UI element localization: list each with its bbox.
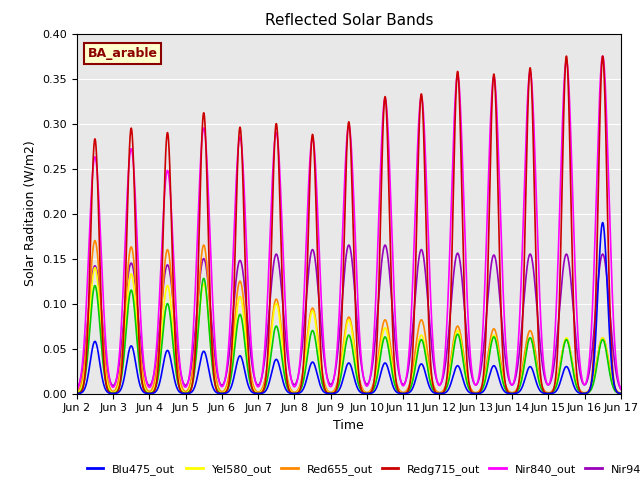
Yel580_out bbox=[276, 324, 284, 330]
Grn535_out bbox=[615, 390, 623, 396]
Grn535_out bbox=[184, 390, 191, 396]
Nir840_out bbox=[599, 53, 607, 59]
Redg715_out bbox=[615, 390, 623, 396]
Line: Nir840_out: Nir840_out bbox=[77, 56, 621, 390]
Nir945_out bbox=[381, 242, 389, 248]
Blu475_out bbox=[599, 220, 607, 226]
Grn535_out bbox=[424, 367, 431, 372]
Redg715_out bbox=[189, 376, 197, 382]
X-axis label: Time: Time bbox=[333, 419, 364, 432]
Nir840_out bbox=[501, 329, 509, 335]
Yel580_out bbox=[424, 362, 431, 368]
Red655_out bbox=[189, 362, 197, 368]
Line: Red655_out: Red655_out bbox=[77, 240, 621, 393]
Redg715_out bbox=[424, 290, 431, 296]
Red655_out bbox=[184, 387, 191, 393]
Blu475_out bbox=[617, 391, 625, 396]
Nir945_out bbox=[424, 299, 431, 304]
Legend: Blu475_out, Grn535_out, Yel580_out, Red655_out, Redg715_out, Nir840_out, Nir945_: Blu475_out, Grn535_out, Yel580_out, Red6… bbox=[83, 460, 640, 480]
Blu475_out bbox=[189, 387, 197, 393]
Grn535_out bbox=[73, 391, 81, 396]
Yel580_out bbox=[501, 384, 509, 390]
Blu475_out bbox=[276, 368, 284, 373]
Grn535_out bbox=[200, 276, 207, 281]
Blu475_out bbox=[501, 389, 509, 395]
Text: BA_arable: BA_arable bbox=[88, 47, 157, 60]
Y-axis label: Solar Raditaion (W/m2): Solar Raditaion (W/m2) bbox=[24, 141, 36, 287]
Yel580_out bbox=[73, 390, 81, 396]
Title: Reflected Solar Bands: Reflected Solar Bands bbox=[264, 13, 433, 28]
Red655_out bbox=[615, 390, 623, 396]
Line: Blu475_out: Blu475_out bbox=[77, 223, 621, 394]
Yel580_out bbox=[617, 391, 625, 396]
Redg715_out bbox=[617, 391, 625, 396]
Red655_out bbox=[91, 238, 99, 243]
Red655_out bbox=[617, 390, 625, 396]
Nir945_out bbox=[615, 382, 623, 388]
Nir840_out bbox=[615, 380, 623, 386]
Redg715_out bbox=[73, 391, 81, 396]
Grn535_out bbox=[501, 386, 509, 392]
Red655_out bbox=[501, 381, 509, 386]
Yel580_out bbox=[615, 390, 623, 396]
Redg715_out bbox=[599, 53, 607, 59]
Red655_out bbox=[73, 390, 81, 396]
Nir840_out bbox=[276, 183, 284, 189]
Blu475_out bbox=[73, 391, 81, 396]
Grn535_out bbox=[189, 378, 197, 384]
Nir945_out bbox=[276, 275, 284, 280]
Line: Redg715_out: Redg715_out bbox=[77, 56, 621, 394]
Yel580_out bbox=[189, 374, 197, 380]
Grn535_out bbox=[617, 391, 625, 396]
Nir945_out bbox=[73, 387, 81, 393]
Line: Nir945_out: Nir945_out bbox=[77, 245, 621, 390]
Red655_out bbox=[276, 318, 284, 324]
Red655_out bbox=[424, 351, 431, 357]
Nir840_out bbox=[424, 218, 431, 224]
Blu475_out bbox=[184, 391, 191, 396]
Line: Grn535_out: Grn535_out bbox=[77, 278, 621, 394]
Line: Yel580_out: Yel580_out bbox=[77, 268, 621, 394]
Yel580_out bbox=[91, 265, 99, 271]
Nir840_out bbox=[73, 387, 81, 393]
Redg715_out bbox=[184, 390, 191, 396]
Blu475_out bbox=[615, 390, 623, 396]
Nir840_out bbox=[184, 382, 191, 387]
Nir945_out bbox=[184, 381, 191, 386]
Redg715_out bbox=[276, 220, 284, 226]
Redg715_out bbox=[501, 379, 509, 384]
Nir840_out bbox=[189, 330, 197, 336]
Blu475_out bbox=[424, 379, 431, 385]
Nir945_out bbox=[501, 354, 509, 360]
Nir945_out bbox=[189, 349, 197, 355]
Nir840_out bbox=[617, 386, 625, 392]
Grn535_out bbox=[276, 343, 284, 349]
Nir945_out bbox=[617, 386, 625, 392]
Yel580_out bbox=[184, 389, 191, 395]
